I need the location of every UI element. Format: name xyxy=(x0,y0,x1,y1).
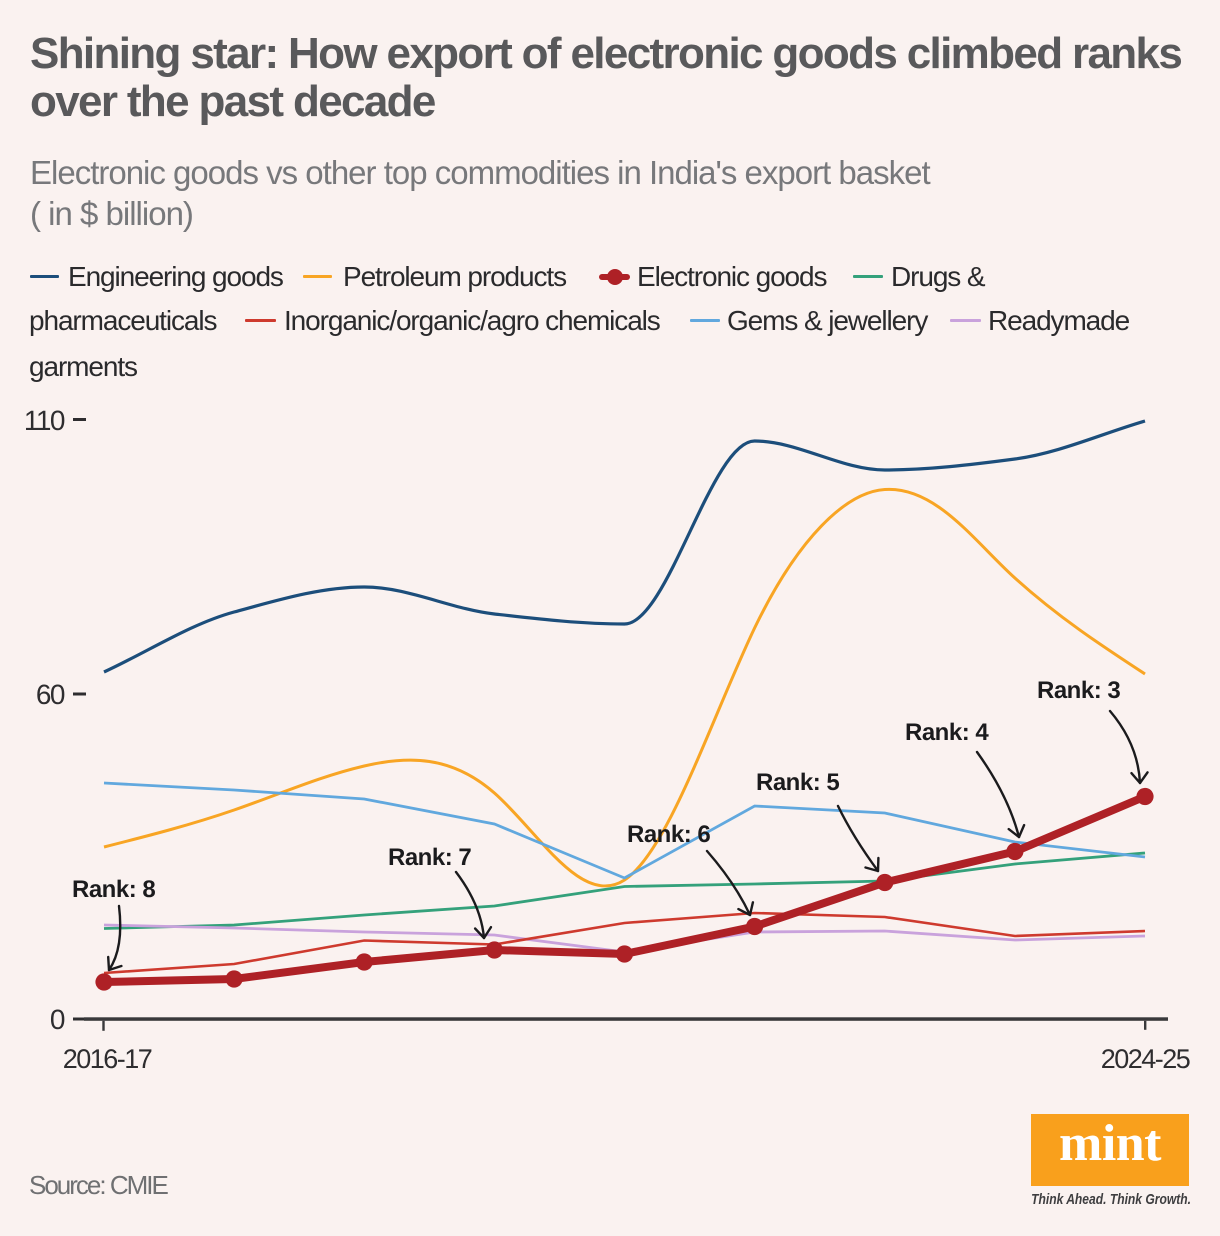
svg-text:0: 0 xyxy=(50,1004,65,1035)
svg-text:110: 110 xyxy=(24,405,65,436)
svg-text:Rank: 3: Rank: 3 xyxy=(1037,677,1120,704)
svg-text:Rank: 7: Rank: 7 xyxy=(388,844,471,871)
svg-text:Rank: 4: Rank: 4 xyxy=(905,719,989,746)
svg-text:2016-17: 2016-17 xyxy=(63,1044,152,1074)
svg-text:2024-25: 2024-25 xyxy=(1101,1044,1190,1074)
svg-text:Rank: 8: Rank: 8 xyxy=(72,876,155,903)
svg-text:Rank: 5: Rank: 5 xyxy=(756,769,839,796)
svg-text:60: 60 xyxy=(36,679,65,710)
svg-text:Rank: 6: Rank: 6 xyxy=(627,821,710,848)
